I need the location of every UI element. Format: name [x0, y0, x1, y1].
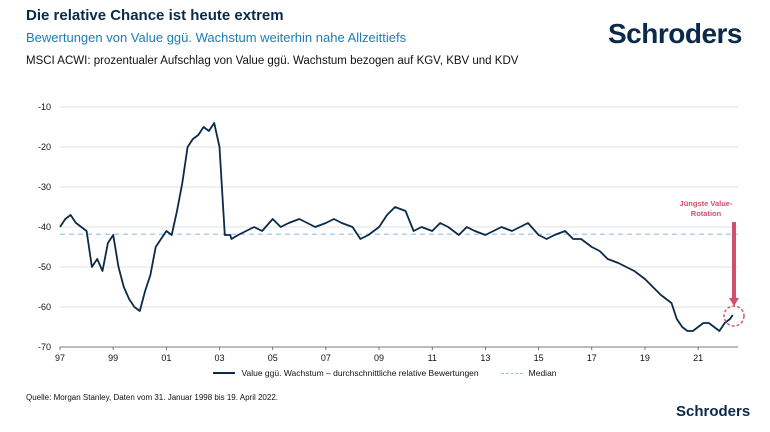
grid-lines	[60, 106, 738, 348]
y-tick-label: -10	[38, 102, 51, 112]
y-tick-label: -50	[38, 262, 51, 272]
annotation-group: Jüngste Value-Rotation	[680, 199, 745, 327]
x-tick-label: 03	[215, 353, 225, 363]
y-tick-label: -20	[38, 142, 51, 152]
chart-title: Die relative Chance ist heute extrem	[26, 7, 284, 24]
x-tick-label: 11	[428, 353, 437, 363]
legend-item-series: Value ggü. Wachstum – durchschnittliche …	[213, 368, 479, 378]
x-tick-label: 09	[374, 353, 384, 363]
y-axis-ticks: -10 -20 -30 -40 -50 -60 -70	[38, 102, 51, 352]
schroders-logo: Schroders	[608, 18, 743, 49]
x-tick-label: 17	[587, 353, 597, 363]
annotation-circle	[723, 305, 745, 327]
y-tick-label: -70	[38, 342, 51, 352]
schroders-logo-small: Schroders	[676, 403, 751, 420]
legend-item-median: Median	[500, 368, 557, 378]
y-tick-label: -60	[38, 302, 51, 312]
legend-label-median: Median	[528, 368, 557, 378]
x-tick-label: 15	[534, 353, 544, 363]
legend-label-series: Value ggü. Wachstum – durchschnittliche …	[241, 368, 479, 378]
annotation-arrow-head	[729, 298, 739, 306]
x-tick-label: 97	[55, 353, 65, 363]
series-group	[59, 122, 734, 332]
x-tick-label: 19	[640, 353, 650, 363]
x-axis-ticks: 97 99 01 03 05 07 09 11 13 15 17 19 21	[55, 347, 703, 363]
x-tick-label: 21	[693, 353, 703, 363]
annotation-label: Rotation	[691, 209, 722, 218]
x-tick-label: 07	[321, 353, 331, 363]
x-tick-label: 13	[480, 353, 490, 363]
legend-swatch-median	[500, 372, 523, 374]
x-tick-label: 01	[161, 353, 171, 363]
x-tick-label: 99	[108, 353, 118, 363]
y-tick-label: -30	[38, 182, 51, 192]
source-note: Quelle: Morgan Stanley, Daten vom 31. Ja…	[26, 393, 279, 402]
chart-description: MSCI ACWI: prozentualer Aufschlag von Va…	[26, 55, 519, 67]
legend-swatch-series	[213, 372, 236, 374]
legend: Value ggü. Wachstum – durchschnittliche …	[0, 368, 770, 378]
y-tick-label: -40	[38, 222, 51, 232]
series-line	[59, 122, 734, 332]
line-chart: -10 -20 -30 -40 -50 -60 -70 97 99 01 03 05 07 09 11 13…	[38, 102, 745, 363]
annotation-label: Jüngste Value-	[680, 199, 733, 208]
x-tick-label: 05	[268, 353, 278, 363]
chart-subtitle: Bewertungen von Value ggü. Wachstum weit…	[26, 30, 407, 45]
